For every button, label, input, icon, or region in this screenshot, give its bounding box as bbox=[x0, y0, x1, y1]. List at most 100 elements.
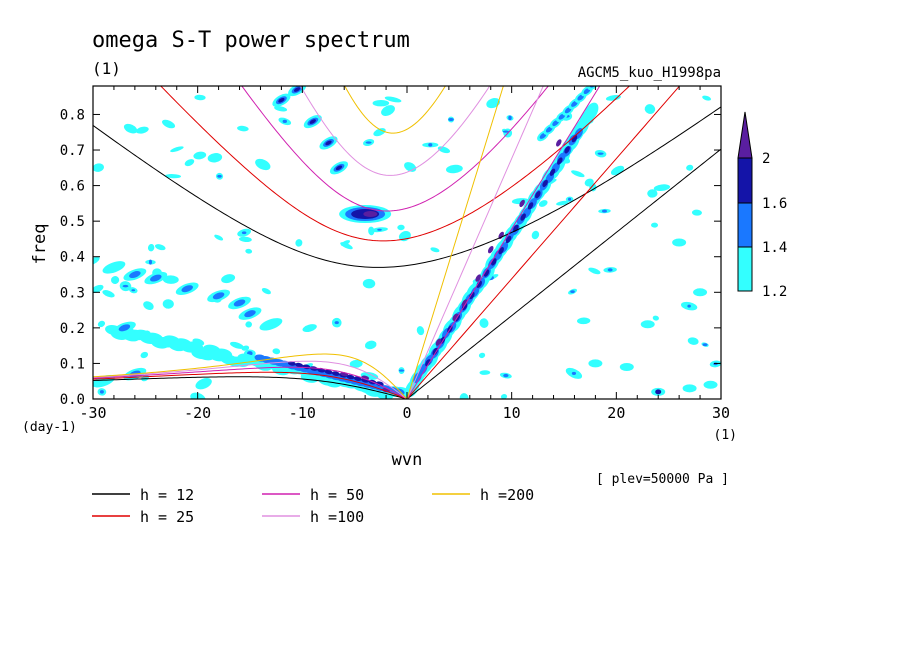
speckle bbox=[143, 301, 154, 311]
kelvin-band-high bbox=[542, 179, 548, 188]
speckle bbox=[135, 126, 149, 134]
kelvin-band-high bbox=[432, 347, 439, 356]
speckle-core bbox=[122, 284, 129, 288]
colorbar-segment bbox=[737, 157, 753, 204]
y-tick-label: 0.2 bbox=[60, 321, 85, 337]
westward-band-high bbox=[324, 369, 333, 375]
speckle bbox=[404, 162, 417, 172]
legend-label: h =100 bbox=[310, 508, 364, 526]
dispersion-curves bbox=[93, 86, 721, 399]
speckle bbox=[605, 94, 621, 101]
speckle-core bbox=[508, 115, 512, 121]
upper-arc-high bbox=[335, 165, 343, 171]
speckle-core bbox=[377, 228, 382, 231]
speckle bbox=[511, 198, 530, 205]
speckle bbox=[381, 105, 395, 117]
x-tick-label: 20 bbox=[607, 404, 625, 422]
kelvin-curve bbox=[406, 86, 504, 399]
kelvin-band-high bbox=[505, 235, 512, 244]
n1-gravity-curve bbox=[299, 86, 491, 176]
speckle-core bbox=[687, 304, 691, 308]
kelvin-peak bbox=[435, 338, 442, 346]
speckle bbox=[272, 348, 281, 355]
kelvin-band-high bbox=[476, 280, 482, 288]
kelvin-peak bbox=[556, 139, 562, 147]
speckle-core bbox=[365, 141, 372, 144]
kelvin-curve bbox=[406, 86, 681, 399]
kelvin-band-high bbox=[564, 146, 570, 154]
speckle bbox=[194, 94, 206, 101]
legend-label: h = 25 bbox=[140, 508, 194, 526]
x-tick-label: 0 bbox=[402, 404, 411, 422]
speckle bbox=[644, 104, 656, 114]
right-speckle bbox=[640, 320, 655, 329]
speckle bbox=[589, 183, 597, 192]
y-unit-label: (day-1) bbox=[22, 420, 77, 435]
speckle bbox=[538, 200, 548, 207]
speckle-core bbox=[607, 268, 613, 272]
speckle bbox=[162, 275, 179, 284]
speckle bbox=[162, 119, 176, 129]
y-tick-label: 0.1 bbox=[60, 356, 85, 372]
plot-area bbox=[93, 86, 721, 399]
speckle bbox=[479, 370, 491, 375]
y-tick-label: 0.0 bbox=[60, 392, 85, 408]
colorbar-segment bbox=[737, 246, 753, 292]
speckle-core bbox=[448, 117, 454, 122]
speckle bbox=[237, 125, 249, 132]
speckle bbox=[221, 274, 236, 284]
speckle bbox=[647, 189, 658, 198]
left-band-mid bbox=[150, 274, 162, 282]
contour-field bbox=[93, 86, 721, 399]
speckle bbox=[110, 276, 120, 284]
y-axis-label: freq bbox=[30, 224, 50, 265]
speckle-core bbox=[334, 321, 339, 325]
kelvin-band-high bbox=[535, 191, 541, 199]
speckle bbox=[207, 153, 223, 163]
colorbar-arrow bbox=[737, 111, 753, 159]
right-speckle bbox=[682, 384, 697, 393]
kelvin-peak bbox=[475, 274, 481, 282]
kelvin-peak bbox=[461, 299, 468, 307]
left-band bbox=[259, 318, 283, 331]
chart-title: omega S-T power spectrum bbox=[92, 28, 410, 53]
speckle bbox=[164, 174, 182, 179]
speckle-core bbox=[428, 143, 433, 147]
speckle-core bbox=[99, 390, 104, 394]
speckle bbox=[691, 209, 702, 216]
x-tick-label: -30 bbox=[79, 404, 106, 422]
y-tick-label: 0.8 bbox=[60, 107, 85, 123]
legend-label: h = 12 bbox=[140, 486, 194, 504]
upper-arc-high bbox=[278, 97, 285, 103]
speckle bbox=[373, 128, 386, 137]
x-unit-label: (1) bbox=[714, 428, 737, 443]
speckle bbox=[372, 99, 390, 107]
speckle bbox=[651, 222, 659, 228]
y-tick-label: 0.6 bbox=[60, 179, 85, 195]
speckle bbox=[230, 341, 244, 349]
speckle bbox=[500, 394, 508, 399]
speckle bbox=[479, 318, 489, 328]
right-speckle bbox=[619, 362, 634, 371]
upper-branch bbox=[587, 86, 600, 91]
speckle bbox=[147, 243, 155, 252]
speckle bbox=[368, 226, 375, 236]
speckle-core bbox=[398, 369, 405, 372]
x-tick-label: 30 bbox=[712, 404, 730, 422]
speckle bbox=[154, 244, 166, 251]
speckle bbox=[241, 345, 250, 351]
colorbar-label: 1.4 bbox=[762, 240, 787, 256]
upper-arc-high bbox=[293, 87, 301, 92]
speckle bbox=[398, 231, 411, 242]
speckle-core bbox=[131, 289, 136, 292]
legend: h = 12 h = 25 h = 50 h =100 h =200 bbox=[92, 486, 534, 526]
rossby-curve bbox=[93, 353, 408, 399]
rossby-curve bbox=[93, 360, 408, 399]
speckle bbox=[93, 163, 104, 172]
x-tick-label: 10 bbox=[503, 404, 521, 422]
speckle bbox=[416, 326, 425, 336]
speckle bbox=[486, 98, 501, 109]
n1-gravity-curve bbox=[344, 86, 446, 134]
colorbar: 1.2 1.4 1.6 2 bbox=[737, 111, 787, 300]
speckle bbox=[97, 320, 106, 328]
